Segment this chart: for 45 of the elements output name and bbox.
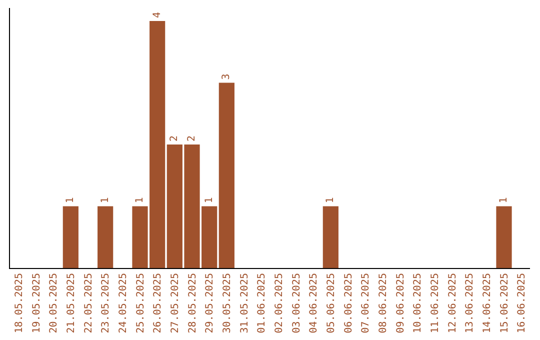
x-tick-label: 07.06.2025: [360, 273, 372, 334]
x-tick-label: 24.05.2025: [118, 273, 129, 334]
x-tick-label: 25.05.2025: [135, 273, 146, 334]
x-tick-label: 08.06.2025: [378, 273, 389, 334]
data-label: 4: [152, 12, 163, 18]
bar: [62, 206, 78, 268]
x-tick-label: 21.05.2025: [66, 273, 77, 334]
x-tick-label: 29.05.2025: [204, 273, 216, 334]
x-tick-label: 31.05.2025: [239, 273, 250, 334]
x-tick-label: 09.06.2025: [395, 273, 406, 334]
x-tick-label: 01.06.2025: [256, 273, 268, 334]
x-tick-label: 26.05.2025: [152, 273, 164, 334]
x-tick-label: 04.06.2025: [308, 273, 320, 334]
x-tick-label: 20.05.2025: [48, 273, 60, 334]
bar: [218, 82, 234, 268]
x-tick-label: 13.06.2025: [464, 273, 476, 334]
x-tick-label: 27.05.2025: [170, 273, 181, 334]
x-tick-label: 14.06.2025: [482, 273, 493, 334]
data-label: 2: [169, 135, 180, 142]
x-tick-label: 23.05.2025: [100, 273, 112, 334]
data-label: 1: [134, 197, 146, 204]
bar: [496, 206, 512, 268]
bar: [322, 206, 338, 268]
data-label: 1: [204, 197, 215, 204]
x-tick-label: 28.05.2025: [187, 273, 198, 334]
x-tick-label: 22.05.2025: [83, 273, 94, 334]
x-tick-label: 06.06.2025: [343, 273, 354, 334]
data-label: 1: [498, 197, 510, 204]
x-tick-label: 19.05.2025: [31, 273, 42, 334]
x-tick-label: 15.06.2025: [499, 273, 510, 334]
data-label: 1: [100, 197, 111, 204]
data-label: 1: [65, 197, 76, 204]
x-tick-label: 18.05.2025: [14, 273, 25, 334]
data-label: 3: [221, 74, 232, 80]
data-label: 1: [325, 197, 336, 204]
x-tick-label: 16.06.2025: [516, 273, 528, 334]
bar: [98, 206, 114, 268]
x-tick-label: 11.06.2025: [430, 273, 441, 334]
data-label: 2: [186, 135, 198, 142]
x-tick-label: 03.06.2025: [291, 273, 302, 334]
x-tick-label: 12.06.2025: [447, 273, 458, 334]
x-tick-label: 30.05.2025: [222, 273, 233, 334]
x-tick-label: 10.06.2025: [412, 273, 424, 334]
x-tick-label: 02.06.2025: [274, 273, 285, 334]
x-tick-label: 05.06.2025: [326, 273, 337, 334]
